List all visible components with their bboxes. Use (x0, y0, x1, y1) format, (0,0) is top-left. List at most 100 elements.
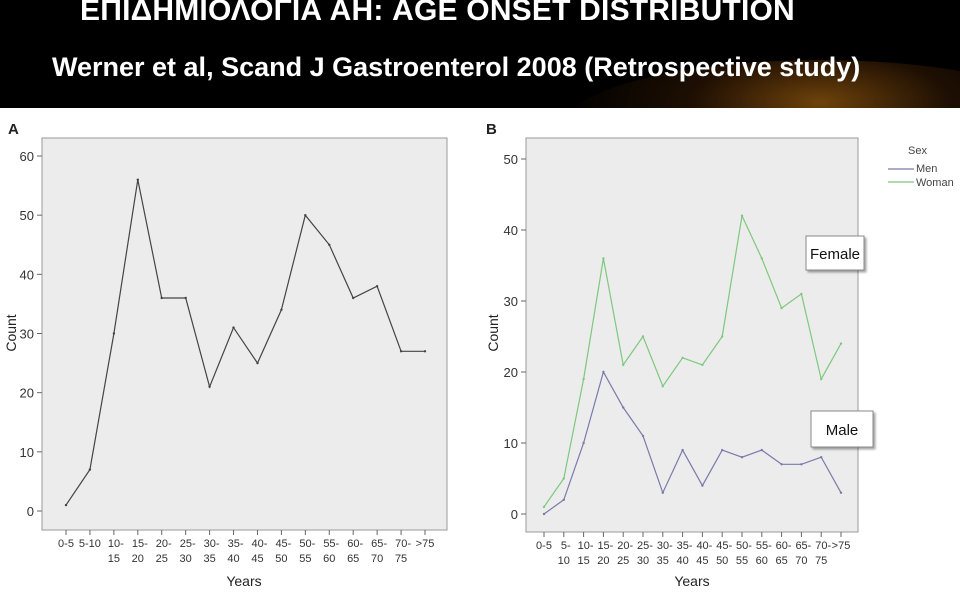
data-point-b-1-15 (839, 342, 843, 345)
y-tick-label-a-5: 50 (20, 208, 34, 223)
x-tick-label-a-4: 20-25 (156, 538, 172, 565)
data-point-a-0-7 (232, 326, 235, 329)
series-line-b-0 (543, 370, 842, 515)
x-tick-label-a-12: 60-65 (347, 538, 363, 565)
x-tick-label-b-2: 10-15 (577, 540, 593, 567)
data-point-a-0-12 (352, 296, 355, 300)
x-axis-b: 0-5 5-10 10-1515-2020-2525-3030-3535-4040-… (536, 532, 850, 567)
x-tick-label-b-12: 60-65 (775, 540, 791, 567)
data-point-a-0-6 (208, 385, 211, 388)
data-point-b-1-0 (542, 505, 546, 509)
data-point-a-0-13 (375, 285, 379, 288)
data-point-a-0-4 (160, 296, 163, 300)
data-point-a-0-3 (136, 178, 139, 181)
x-tick-label-a-11: 55-60 (323, 538, 339, 565)
data-point-b-0-2 (582, 441, 585, 445)
data-point-b-0-8 (701, 484, 704, 487)
data-point-b-1-4 (622, 363, 625, 367)
data-point-b-0-6 (661, 491, 664, 494)
data-point-b-1-3 (602, 257, 605, 260)
annotation-female-text: Female (810, 246, 860, 263)
x-tick-label-a-7: 35-40 (227, 538, 243, 565)
data-point-b-0-10 (740, 456, 744, 459)
data-point-b-0-1 (562, 498, 565, 501)
chart-b: B 0 10 20 30 40 50 0-5 5-10 10-1515-2020-2525-3… (485, 121, 954, 589)
series-line-b-1 (543, 213, 842, 508)
plot-area-b (525, 137, 859, 533)
x-tick-label-b-14: 70-75 (815, 540, 831, 567)
legend-label-woman: Woman (916, 177, 954, 189)
data-point-a-0-2 (112, 332, 116, 335)
data-point-b-0-4 (622, 406, 625, 409)
x-tick-label-a-1: 5-10 (79, 538, 101, 550)
data-point-b-0-7 (681, 448, 684, 452)
annotation-female: Female (805, 235, 865, 271)
x-tick-label-b-10: 50-55 (736, 540, 752, 567)
data-point-b-0-3 (602, 370, 605, 374)
x-tick-label-a-10: 50-55 (299, 538, 315, 565)
data-point-b-0-12 (780, 463, 783, 466)
data-point-b-1-11 (760, 257, 763, 260)
y-tick-label-a-4: 40 (20, 267, 34, 282)
data-point-b-1-7 (681, 356, 684, 359)
x-tick-label-b-7: 35-40 (676, 540, 692, 567)
x-tick-label-b-4: 20-25 (617, 540, 633, 567)
y-tick-label-b-0: 0 (511, 507, 518, 522)
y-tick-label-b-3: 30 (504, 294, 518, 309)
x-axis-a: 0-5 5-10 10-15 15-20 20-25 25-30 30-35 35-40 40-… (58, 530, 434, 565)
data-point-a-0-10 (304, 214, 307, 217)
series-lines-a (64, 178, 427, 507)
plot-area-a (41, 137, 448, 531)
panel-label-a: A (8, 121, 19, 138)
x-tick-label-a-2: 10-15 (108, 538, 124, 565)
x-tick-label-a-0: 0-5 (58, 538, 74, 550)
x-tick-label-b-0: 0-5 (536, 540, 552, 552)
x-tick-label-a-6: 30-35 (203, 538, 219, 565)
data-point-a-0-15 (423, 350, 427, 353)
data-point-b-1-13 (800, 292, 803, 296)
x-tick-label-a-14: 70-75 (395, 538, 411, 565)
data-point-a-0-5 (184, 296, 187, 300)
x-tick-label-b-13: 65-70 (795, 540, 811, 567)
data-point-b-1-5 (641, 335, 645, 338)
y-axis-label-b: Count (485, 314, 501, 351)
x-tick-label-b-5: 25-30 (637, 540, 653, 567)
data-point-a-0-14 (399, 350, 403, 353)
y-tick-label-b-5: 50 (504, 152, 518, 167)
data-point-b-0-15 (839, 491, 843, 494)
legend-title: Sex (908, 145, 927, 157)
x-tick-label-b-11: 55-60 (756, 540, 772, 567)
y-tick-label-b-4: 40 (504, 223, 518, 238)
x-tick-label-a-13: 65-70 (371, 538, 387, 565)
x-tick-label-b-6: 30-35 (657, 540, 673, 567)
x-tick-label-b-3: 15-20 (597, 540, 613, 567)
slide-header: ΕΠΙΔΗΜΙΟΛΟΓΙΑ ΑΗ: AGE ONSET DISTRIBUTION… (0, 0, 960, 108)
data-point-b-1-14 (820, 377, 823, 381)
data-point-b-0-5 (641, 434, 645, 438)
x-tick-label-a-3: 15-20 (132, 538, 148, 565)
series-line-a-0 (65, 179, 425, 506)
data-point-a-0-11 (328, 243, 331, 246)
data-point-b-0-9 (721, 448, 724, 452)
data-point-a-0-0 (64, 503, 68, 507)
data-point-b-1-6 (661, 385, 664, 388)
data-point-a-0-9 (280, 308, 283, 311)
x-tick-label-a-9: 45-50 (275, 538, 291, 565)
slide-title: ΕΠΙΔΗΜΙΟΛΟΓΙΑ ΑΗ: AGE ONSET DISTRIBUTION (80, 0, 795, 27)
y-tick-label-a-2: 20 (20, 386, 34, 401)
series-lines-b (542, 213, 843, 516)
x-tick-label-a-8: 40-45 (251, 538, 267, 565)
x-tick-label-b-8: 40-45 (696, 540, 712, 567)
panel-label-b: B (486, 121, 497, 138)
data-point-a-0-1 (88, 468, 92, 471)
x-axis-label-a: Years (226, 573, 261, 589)
slide-subtitle: Werner et al, Scand J Gastroenterol 2008… (52, 52, 861, 82)
data-point-b-0-0 (542, 512, 546, 516)
data-point-b-0-11 (760, 448, 763, 452)
data-point-b-1-8 (701, 363, 704, 367)
y-tick-label-a-6: 60 (20, 149, 34, 164)
x-tick-label-a-5: 25-30 (180, 538, 196, 565)
y-tick-label-a-0: 0 (27, 504, 34, 519)
x-tick-label-b-15: >75 (832, 540, 851, 552)
data-point-b-1-12 (780, 306, 783, 310)
